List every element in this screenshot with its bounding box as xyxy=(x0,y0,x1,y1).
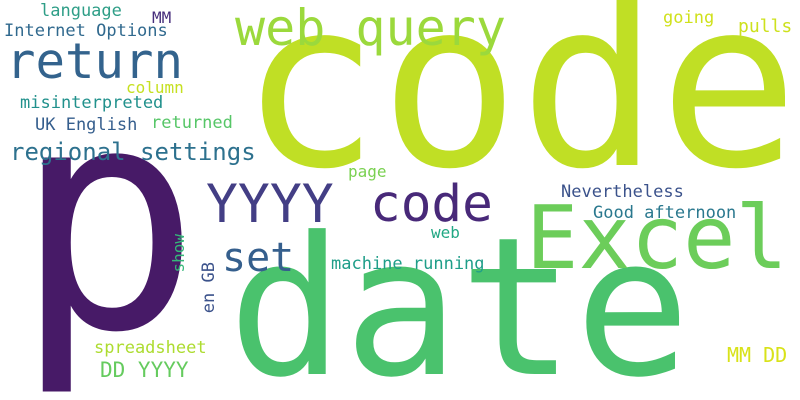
word-returned: returned xyxy=(151,113,233,133)
word-machine-running: machine running xyxy=(331,254,485,274)
word-language: language xyxy=(40,1,122,21)
word-excel: Excel xyxy=(526,187,788,289)
word-web-query: web query xyxy=(235,0,506,57)
word-code-medium: code xyxy=(370,175,493,234)
word-yyyy: YYYY xyxy=(206,174,334,235)
word-dd-yyyy: DD YYYY xyxy=(100,358,189,382)
word-mm-small: MM xyxy=(152,8,172,27)
word-mm-dd: MM DD xyxy=(727,343,788,367)
word-date: date xyxy=(228,197,691,400)
word-uk-english: UK English xyxy=(35,115,138,135)
word-code-large: code xyxy=(240,0,799,220)
word-show: show xyxy=(169,234,188,273)
word-internet-options: Internet Options xyxy=(4,21,168,41)
word-p: p xyxy=(14,40,201,400)
word-page: page xyxy=(348,162,387,181)
word-return: return xyxy=(6,33,184,90)
word-good-afternoon: Good afternoon xyxy=(593,203,737,223)
word-pulls: pulls xyxy=(738,16,793,37)
word-column: column xyxy=(126,78,184,97)
word-misinterpreted: misinterpreted xyxy=(20,93,164,113)
word-spreadsheet: spreadsheet xyxy=(94,338,207,358)
word-going: going xyxy=(663,8,715,28)
word-set: set xyxy=(222,235,295,281)
word-nevertheless: Nevertheless xyxy=(561,182,684,202)
word-en-gb: en GB xyxy=(199,262,219,314)
word-regional-settings: regional settings xyxy=(10,138,256,166)
word-web-small: web xyxy=(431,223,460,242)
